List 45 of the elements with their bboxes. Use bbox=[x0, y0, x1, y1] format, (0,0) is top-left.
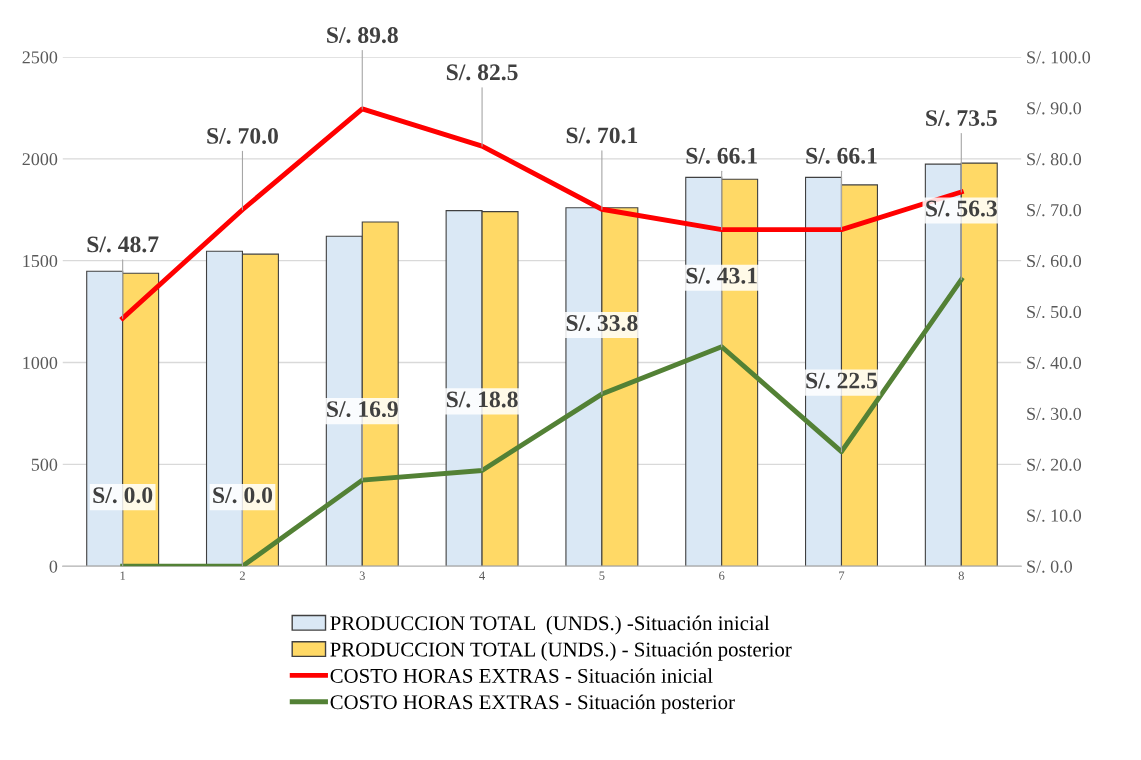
data-label: S/. 33.8 bbox=[566, 315, 638, 332]
x-tick-label: 5 bbox=[599, 571, 605, 580]
y-tick-label: 500 bbox=[31, 458, 58, 471]
x-tick-label: 4 bbox=[479, 571, 485, 580]
data-label: S/. 0.0 bbox=[213, 487, 273, 504]
data-label: S/. 16.9 bbox=[327, 401, 398, 418]
y-tick-label: 1000 bbox=[23, 356, 58, 369]
data-label: S/. 66.1 bbox=[806, 147, 877, 164]
y2-tick-label: S/. 30.0 bbox=[1027, 407, 1082, 420]
data-label: S/. 66.1 bbox=[686, 147, 757, 164]
data-label: S/. 70.0 bbox=[207, 127, 278, 144]
data-label: S/. 43.1 bbox=[686, 267, 757, 284]
data-label: S/. 89.8 bbox=[327, 27, 398, 44]
x-tick-label: 1 bbox=[120, 571, 126, 580]
legend-label: COSTO HORAS EXTRAS - Situación posterior bbox=[330, 694, 735, 714]
y2-tick-label: S/. 80.0 bbox=[1027, 153, 1082, 166]
data-label: S/. 73.5 bbox=[926, 110, 997, 127]
legend-label: PRODUCCION TOTAL (UNDS.) -Situación inicial bbox=[330, 615, 770, 635]
x-tick-label: 2 bbox=[239, 571, 245, 580]
data-label: S/. 22.5 bbox=[806, 372, 878, 389]
y2-tick-label: S/. 40.0 bbox=[1027, 356, 1082, 370]
x-tick-label: 7 bbox=[839, 571, 845, 580]
y2-tick-label: S/. 10.0 bbox=[1027, 509, 1082, 522]
x-tick-label: 3 bbox=[359, 571, 365, 580]
y-tick-label: 1500 bbox=[23, 254, 58, 268]
data-label: S/. 82.5 bbox=[446, 64, 518, 81]
y2-tick-label: S/. 70.0 bbox=[1027, 204, 1082, 217]
y-tick-label: 0 bbox=[49, 560, 58, 573]
y2-tick-label: S/. 50.0 bbox=[1027, 305, 1082, 319]
data-label: S/. 70.1 bbox=[566, 127, 638, 144]
y2-tick-label: S/. 60.0 bbox=[1027, 254, 1082, 268]
legend-label: COSTO HORAS EXTRAS - Situación inicial bbox=[330, 668, 713, 683]
y2-tick-label: S/. 90.0 bbox=[1027, 102, 1082, 115]
x-tick-label: 6 bbox=[719, 571, 725, 580]
y2-tick-label: S/. 100.0 bbox=[1027, 51, 1091, 64]
y-tick-label: 2000 bbox=[22, 153, 58, 166]
y2-tick-label: S/. 0.0 bbox=[1027, 560, 1073, 573]
data-label: S/. 56.3 bbox=[926, 200, 997, 217]
y-tick-label: 2500 bbox=[22, 51, 58, 64]
legend-label: PRODUCCION TOTAL (UNDS.) - Situación posterior bbox=[330, 641, 792, 661]
data-label: S/. 48.7 bbox=[87, 236, 159, 253]
x-tick-label: 8 bbox=[958, 571, 964, 580]
data-label: S/. 0.0 bbox=[93, 487, 153, 504]
data-label: S/. 18.8 bbox=[446, 391, 518, 408]
y2-tick-label: S/. 20.0 bbox=[1027, 458, 1082, 471]
